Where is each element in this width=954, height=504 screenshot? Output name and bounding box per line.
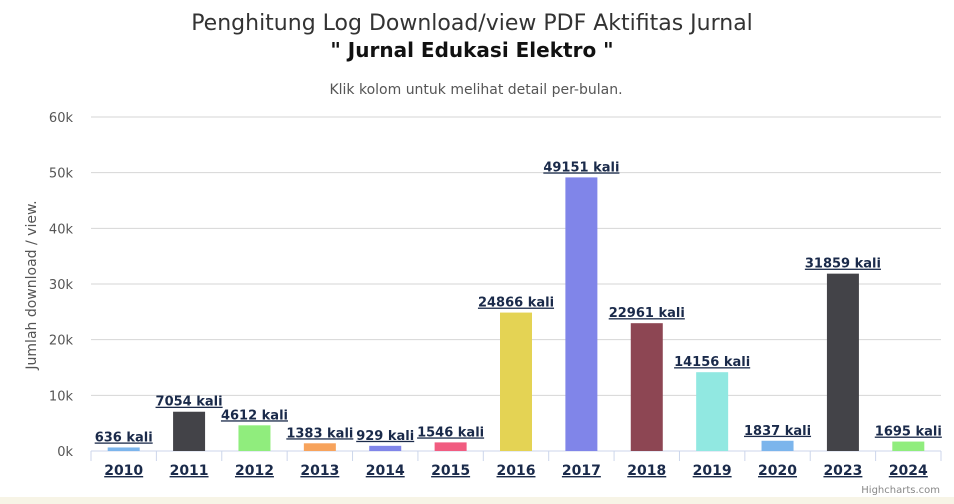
data-label-2016[interactable]: 24866 kali <box>478 296 554 311</box>
bar-2017[interactable] <box>565 177 598 451</box>
data-label-2020[interactable]: 1837 kali <box>744 424 811 439</box>
bar-2018[interactable] <box>630 323 663 451</box>
chart-title: Penghitung Log Download/view PDF Aktifit… <box>191 11 753 36</box>
bar-2024[interactable] <box>892 441 925 451</box>
data-label-2012[interactable]: 4612 kali <box>221 408 288 423</box>
bar-2014[interactable] <box>369 445 402 451</box>
y-axis-ticks: 0k 10k 20k 30k 40k 50k 60k <box>49 111 74 460</box>
bar-2012[interactable] <box>238 425 271 451</box>
credits-link[interactable]: Highcharts.com <box>861 485 940 496</box>
x-tick-label-2018[interactable]: 2018 <box>627 463 666 479</box>
bar-2013[interactable] <box>303 443 336 451</box>
data-label-2015[interactable]: 1546 kali <box>417 425 484 440</box>
x-tick-label-2011[interactable]: 2011 <box>170 463 209 479</box>
bar-2020[interactable] <box>761 440 794 451</box>
data-label-2018[interactable]: 22961 kali <box>609 306 685 321</box>
data-label-2019[interactable]: 14156 kali <box>674 355 750 370</box>
x-axis-ticks: 2010 2011 2012 2013 2014 2015 2016 2017 2018 2019… <box>90 451 942 479</box>
y-tick-label: 50k <box>49 167 74 182</box>
x-tick-label-2017[interactable]: 2017 <box>562 463 601 479</box>
y-tick-label: 10k <box>49 389 74 404</box>
x-tick-label-2019[interactable]: 2019 <box>693 463 732 479</box>
chart-subtitle: Klik kolom untuk melihat detail per-bula… <box>329 82 622 98</box>
page-bottom-strip <box>0 497 954 504</box>
y-tick-label: 40k <box>49 222 74 237</box>
x-tick-label-2016[interactable]: 2016 <box>497 463 536 479</box>
x-tick-label-2024[interactable]: 2024 <box>889 463 928 479</box>
y-tick-label: 30k <box>49 278 74 293</box>
x-tick-label-2015[interactable]: 2015 <box>431 463 470 479</box>
data-label-2017[interactable]: 49151 kali <box>543 160 619 175</box>
data-label-2014[interactable]: 929 kali <box>356 429 414 444</box>
bars <box>107 177 925 451</box>
bar-2010[interactable] <box>107 447 140 451</box>
data-label-2010[interactable]: 636 kali <box>95 430 153 445</box>
x-tick-label-2023[interactable]: 2023 <box>823 463 862 479</box>
data-label-2013[interactable]: 1383 kali <box>286 426 353 441</box>
data-label-2011[interactable]: 7054 kali <box>156 395 223 410</box>
bar-2016[interactable] <box>500 312 532 451</box>
chart-title-journal-name: " Jurnal Edukasi Elektro " <box>330 38 613 62</box>
x-tick-label-2012[interactable]: 2012 <box>235 463 274 479</box>
x-tick-label-2013[interactable]: 2013 <box>300 463 339 479</box>
y-tick-label: 60k <box>49 111 74 126</box>
x-tick-label-2010[interactable]: 2010 <box>104 463 143 479</box>
data-label-2024[interactable]: 1695 kali <box>875 425 942 440</box>
y-tick-label: 0k <box>57 445 73 460</box>
data-label-2023[interactable]: 31859 kali <box>805 257 881 272</box>
bar-2011[interactable] <box>173 411 206 451</box>
x-tick-label-2020[interactable]: 2020 <box>758 463 797 479</box>
y-axis-label: Jumlah download / view. <box>24 200 40 370</box>
bar-2023[interactable] <box>826 273 859 451</box>
x-tick-label-2014[interactable]: 2014 <box>366 463 405 479</box>
bar-2019[interactable] <box>696 372 729 451</box>
y-tick-label: 20k <box>49 334 74 349</box>
bar-2015[interactable] <box>434 442 467 451</box>
